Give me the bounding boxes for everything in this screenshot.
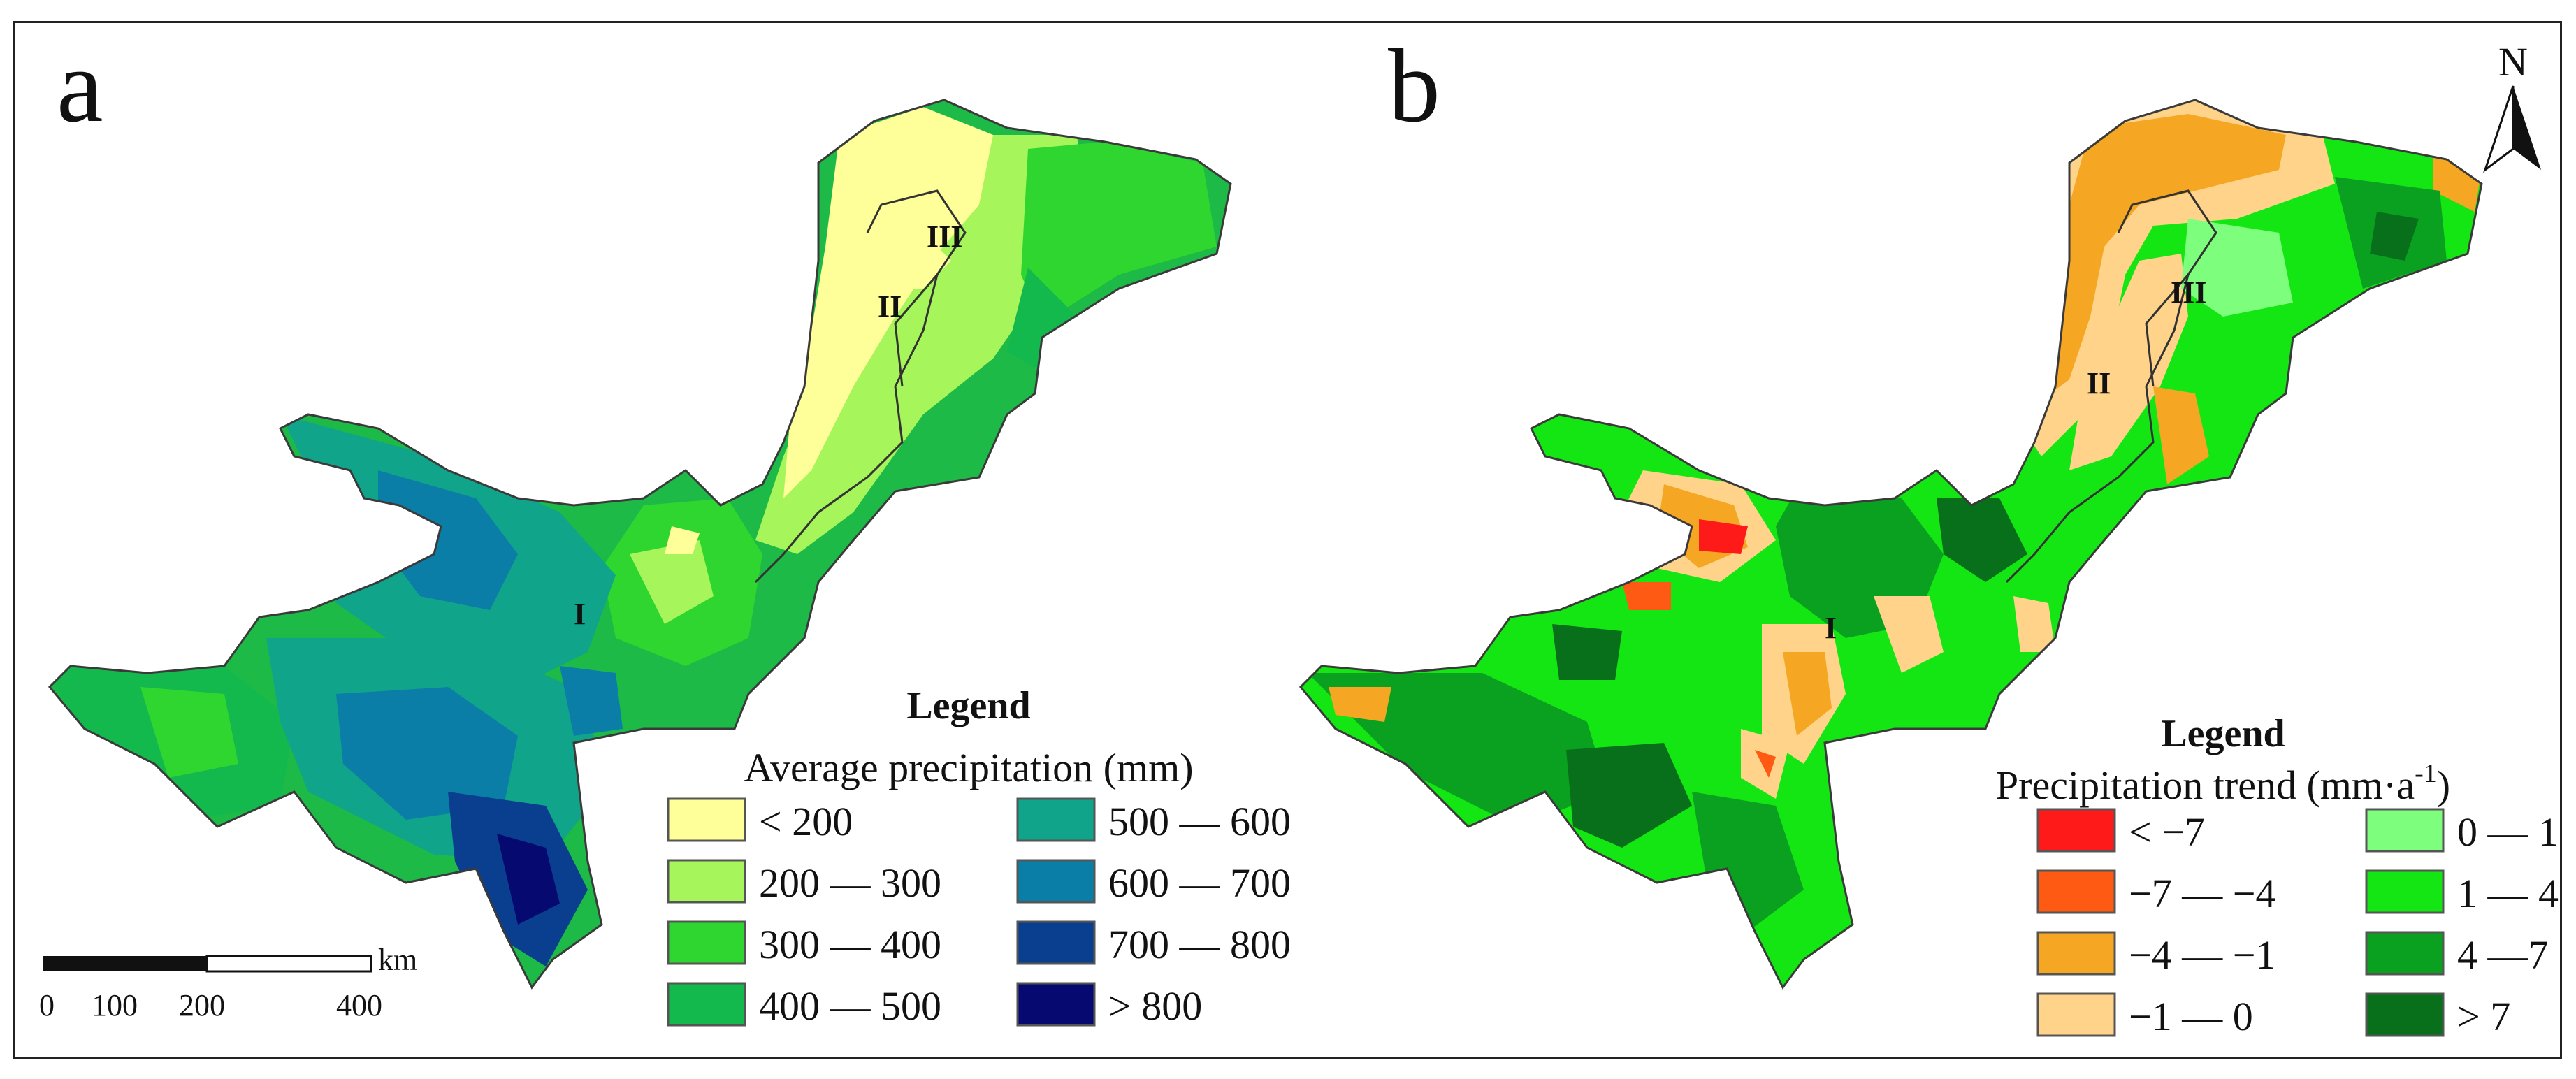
panel-a-region-III: III: [927, 219, 962, 254]
panel-a-legend-swatch-4: [1016, 797, 1096, 842]
panel-b-legend-label-3: −1 — 0: [2129, 994, 2253, 1039]
panel-b-letter: b: [1388, 28, 1440, 144]
panel-b-legend-label-4: 0 — 1: [2457, 809, 2559, 855]
panel-b-legend-swatch-6: [2365, 931, 2445, 976]
panel-a-legend-swatch-0: [667, 797, 746, 842]
panel-a-legend-swatch-2: [667, 920, 746, 965]
panel-b-legend-swatch-3: [2036, 992, 2116, 1037]
panel-b-legend-subtitle: Precipitation trend (mm·a-1): [1996, 759, 2450, 808]
panel-a-legend-swatch-7: [1016, 982, 1096, 1027]
panel-a-legend: Legend Average precipitation (mm) < 200 2…: [667, 684, 1291, 1029]
panel-a-legend-subtitle: Average precipitation (mm): [744, 745, 1193, 790]
panel-b-region-II: II: [2087, 366, 2111, 400]
panel-a-map: [50, 100, 1231, 987]
panel-b-legend-swatch-0: [2036, 808, 2116, 853]
panel-a-legend-label-0: < 200: [759, 799, 853, 844]
panel-b-legend: Legend Precipitation trend (mm·a-1) < −7…: [1996, 712, 2559, 1039]
scale-bar-light-segment: [205, 955, 372, 973]
panel-a-legend-label-7: > 800: [1108, 983, 1202, 1029]
scale-bar: km 0 100 200 400: [39, 943, 417, 1022]
panel-a-legend-swatch-5: [1016, 859, 1096, 904]
scale-tick-100: 100: [92, 988, 138, 1022]
panel-b-legend-swatch-1: [2036, 869, 2116, 914]
panel-a-legend-label-4: 500 — 600: [1108, 799, 1291, 844]
panel-a-legend-label-2: 300 — 400: [759, 922, 941, 967]
panel-a-region-II: II: [878, 289, 902, 324]
panel-a-legend-label-6: 700 — 800: [1108, 922, 1291, 967]
panel-a-letter: a: [57, 28, 103, 144]
panel-a-legend-swatch-1: [667, 859, 746, 904]
scale-bar-unit: km: [378, 943, 417, 977]
panel-b-region-III: III: [2171, 275, 2206, 310]
panel-a-legend-swatch-3: [667, 982, 746, 1027]
panel-a-legend-label-3: 400 — 500: [759, 983, 941, 1029]
scale-tick-0: 0: [39, 988, 55, 1022]
scale-tick-400: 400: [336, 988, 382, 1022]
panel-b-legend-label-0: < −7: [2129, 809, 2205, 855]
figure-frame: a II II: [13, 21, 2562, 1059]
panel-a-legend-label-1: 200 — 300: [759, 860, 941, 906]
panel-b-legend-label-7: > 7: [2457, 994, 2510, 1039]
panel-a-region-I: I: [574, 597, 586, 631]
panel-a-legend-label-5: 600 — 700: [1108, 860, 1291, 906]
panel-b-legend-label-6: 4 —7: [2457, 932, 2549, 978]
panel-b-legend-swatch-5: [2365, 869, 2445, 914]
panel-b-region-I: I: [1825, 611, 1837, 645]
panel-b-legend-label-5: 1 — 4: [2457, 871, 2559, 916]
panel-a: a II II: [39, 28, 1291, 1029]
north-arrow-dark-half: [2513, 86, 2541, 170]
panel-b-legend-label-1: −7 — −4: [2129, 871, 2275, 916]
panel-a-legend-title: Legend: [906, 684, 1030, 727]
panel-b-legend-title: Legend: [2161, 712, 2285, 755]
panel-b-legend-swatch-4: [2365, 808, 2445, 853]
panel-b: b: [1299, 28, 2559, 1039]
scale-tick-200: 200: [179, 988, 225, 1022]
figure-svg: a II II: [39, 28, 2559, 1039]
north-arrow: N: [2483, 39, 2541, 173]
panel-b-legend-swatch-2: [2036, 931, 2116, 976]
panel-b-legend-swatch-7: [2365, 992, 2445, 1037]
panel-a-legend-swatch-6: [1016, 920, 1096, 965]
scale-bar-dark-segment: [43, 956, 207, 971]
panel-b-legend-label-2: −4 — −1: [2129, 932, 2275, 978]
north-arrow-light-half: [2483, 85, 2515, 173]
north-label: N: [2498, 39, 2528, 85]
